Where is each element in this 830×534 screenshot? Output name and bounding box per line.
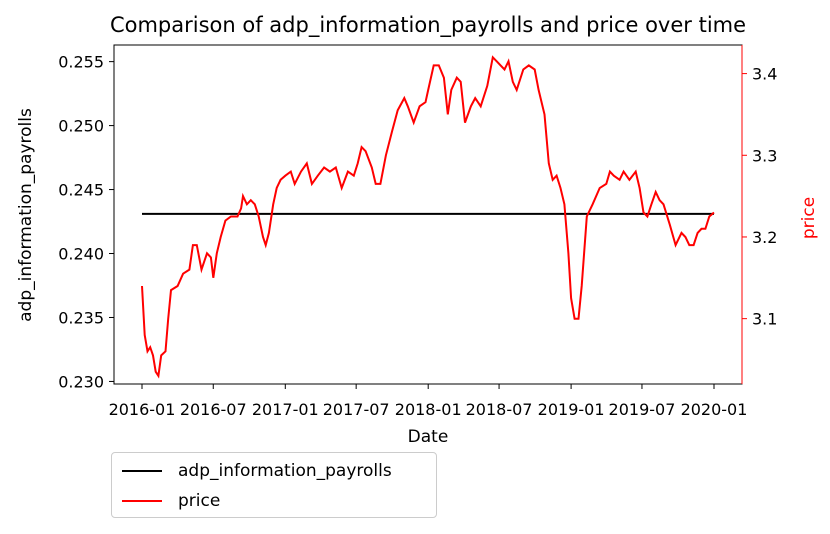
legend-swatch-price [122, 500, 162, 502]
legend-item-adp: adp_information_payrolls [122, 460, 392, 482]
legend-swatch-adp [122, 470, 162, 472]
left-tick-label-3: 0.245 [58, 181, 104, 200]
left-tick-label-1: 0.235 [58, 308, 104, 327]
x-tick-label-6: 2019-01 [538, 400, 605, 419]
left-tick-label-2: 0.240 [58, 245, 104, 264]
legend-label-price: price [178, 491, 221, 511]
legend-item-price: price [122, 490, 220, 512]
right-tick-label-3: 3.4 [752, 65, 777, 84]
x-tick-label-0: 2016-01 [109, 400, 176, 419]
left-axis-label: adp_information_payrolls [16, 108, 36, 322]
series-line-1 [141, 55, 715, 379]
x-tick-label-4: 2018-01 [395, 400, 462, 419]
x-tick-label-2: 2017-01 [252, 400, 319, 419]
right-axis-label: price [799, 197, 819, 239]
legend: adp_information_payrolls price [111, 452, 437, 518]
right-tick-label-1: 3.2 [752, 228, 777, 247]
x-tick-label-1: 2016-07 [180, 400, 247, 419]
left-tick-label-5: 0.255 [58, 53, 104, 72]
left-tick-label-0: 0.230 [58, 372, 104, 391]
right-tick-label-0: 3.1 [752, 310, 777, 329]
x-tick-label-8: 2020-01 [681, 400, 748, 419]
x-tick-label-5: 2018-07 [466, 400, 533, 419]
x-axis-label: Date [408, 427, 449, 447]
series-layer [141, 55, 715, 379]
right-axis-ticks: 3.1 3.2 3.3 3.4 [742, 65, 777, 329]
right-tick-label-2: 3.3 [752, 146, 777, 165]
left-axis-ticks: 0.230 0.235 0.240 0.245 0.250 0.255 [58, 53, 114, 391]
chart-title: Comparison of adp_information_payrolls a… [110, 13, 746, 38]
left-tick-label-4: 0.250 [58, 117, 104, 136]
x-tick-label-3: 2017-07 [323, 400, 390, 419]
legend-label-adp: adp_information_payrolls [178, 461, 392, 481]
x-tick-label-7: 2019-07 [609, 400, 676, 419]
x-axis-ticks: 2016-01 2016-07 2017-01 2017-07 2018-01 2018-… [109, 384, 748, 419]
